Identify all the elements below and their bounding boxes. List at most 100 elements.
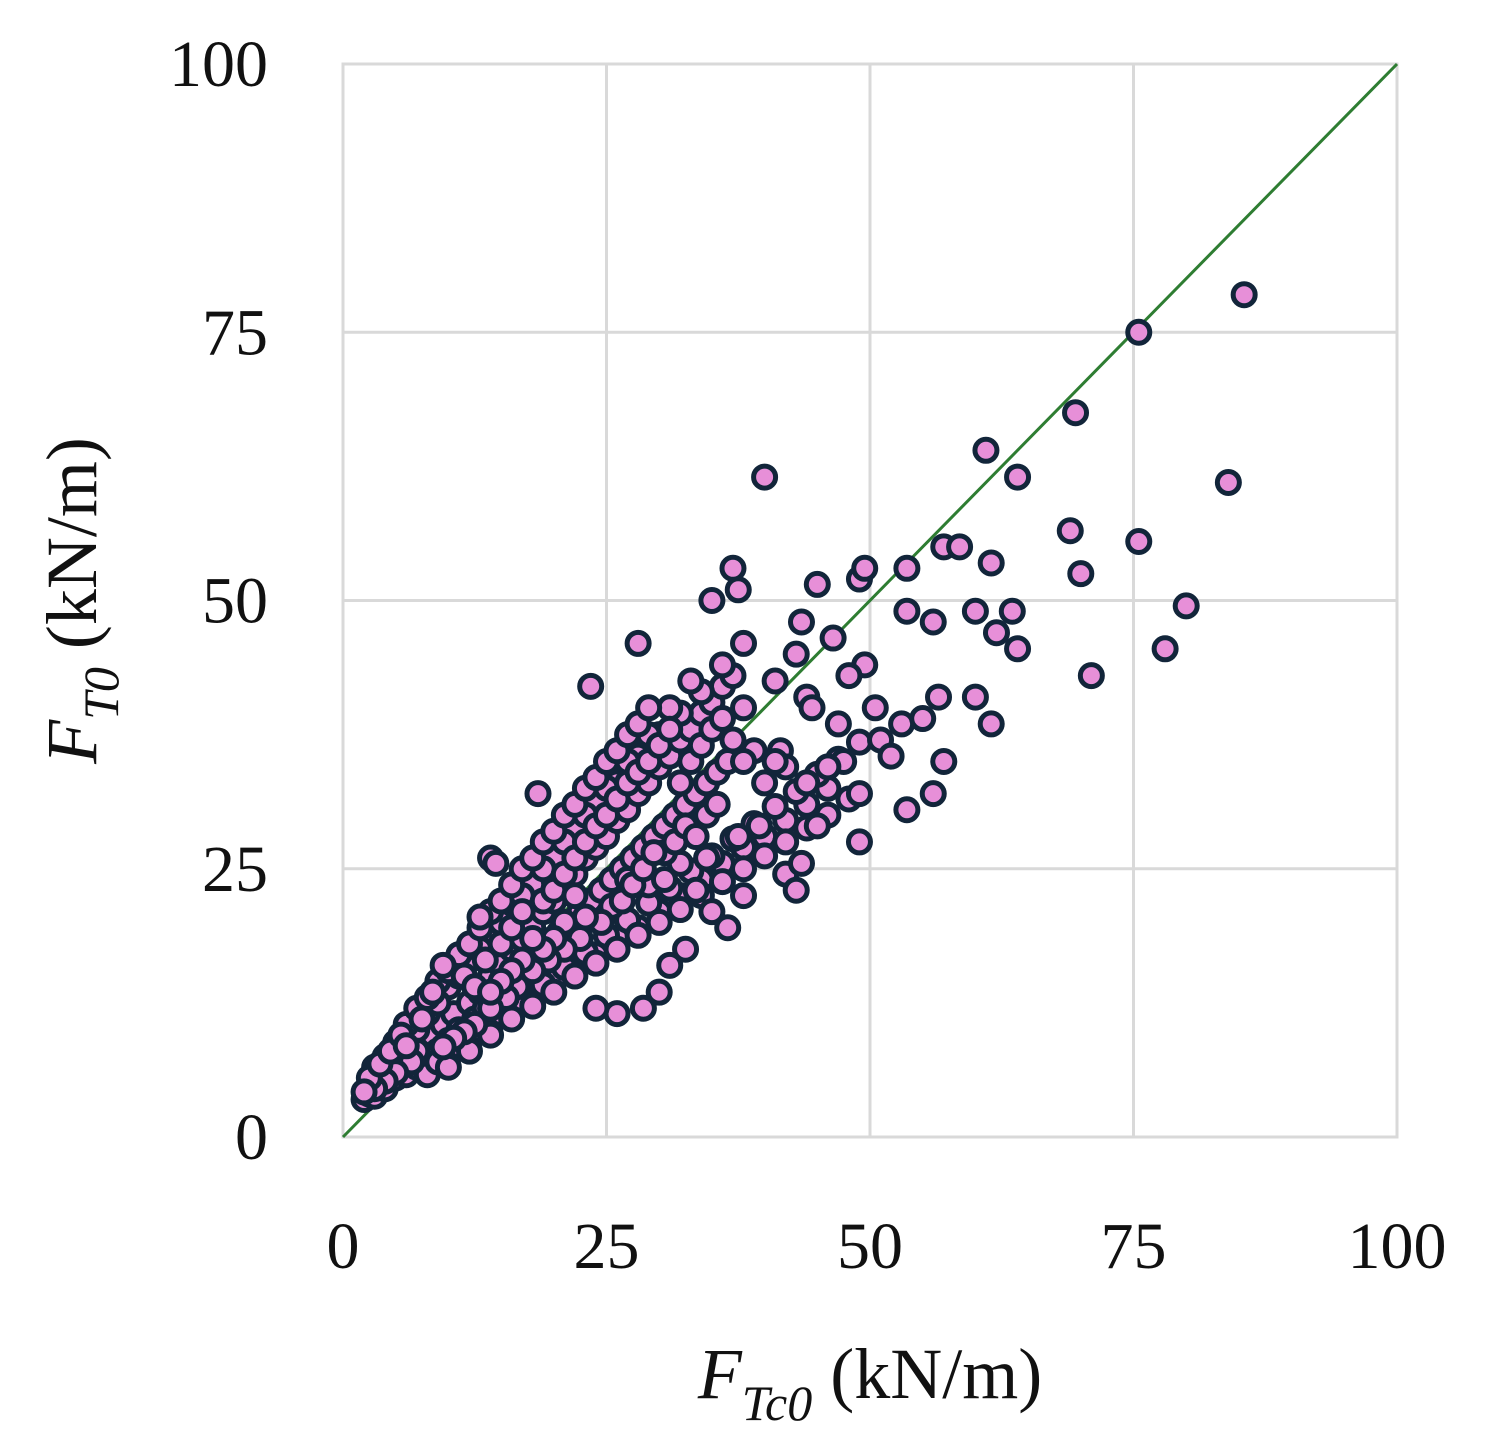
data-point [787, 849, 815, 877]
data-point [845, 728, 873, 756]
data-point [666, 896, 694, 924]
data-point [466, 903, 494, 931]
data-point [498, 1005, 526, 1033]
data-point [645, 908, 673, 936]
data-point [719, 554, 747, 582]
data-point [745, 812, 773, 840]
data-point [582, 949, 610, 977]
data-point [730, 694, 758, 722]
data-point [851, 554, 879, 582]
data-point [972, 436, 1000, 464]
data-point [624, 921, 652, 949]
data-point [429, 951, 457, 979]
y-axis-label-unit: (kN/m) [32, 437, 112, 667]
data-point [751, 769, 779, 797]
data-point [561, 962, 589, 990]
data-point [682, 823, 710, 851]
data-point [708, 868, 736, 896]
data-point [845, 828, 873, 856]
y-axis-label-subscript: T0 [73, 667, 129, 720]
data-point [1214, 468, 1242, 496]
data-point [1056, 517, 1084, 545]
data-point [1125, 527, 1153, 555]
data-point [571, 903, 599, 931]
data-point [861, 694, 889, 722]
data-point [787, 608, 815, 636]
data-point [635, 694, 663, 722]
data-point [1077, 662, 1105, 690]
data-point [577, 672, 605, 700]
x-axis-ticks: 0 25 50 75 100 [327, 1210, 1447, 1283]
data-point [977, 710, 1005, 738]
data-point [482, 849, 510, 877]
data-point [982, 619, 1010, 647]
data-point [603, 935, 631, 963]
data-point [1172, 592, 1200, 620]
data-point [761, 667, 789, 695]
x-tick-label: 75 [1101, 1210, 1167, 1283]
data-point [1004, 635, 1032, 663]
data-point [730, 882, 758, 910]
data-point [524, 780, 552, 808]
data-point [719, 726, 747, 754]
data-point [408, 1005, 436, 1033]
y-tick-label: 25 [202, 833, 268, 906]
x-axis-label-symbol: F [697, 1334, 743, 1414]
data-point [650, 865, 678, 893]
data-point [919, 780, 947, 808]
data-point [751, 842, 779, 870]
data-point [582, 994, 610, 1022]
data-point [708, 651, 736, 679]
data-point [519, 924, 547, 952]
y-axis-label: FT0 (kN/m) [32, 437, 129, 765]
data-point [640, 839, 668, 867]
data-point [919, 608, 947, 636]
data-point [782, 640, 810, 668]
data-point [930, 747, 958, 775]
data-point [624, 629, 652, 657]
data-point [1067, 560, 1095, 588]
data-point [946, 533, 974, 561]
data-point [819, 624, 847, 652]
data-point [419, 978, 447, 1006]
data-point [845, 780, 873, 808]
data-point [730, 629, 758, 657]
data-point [392, 1032, 420, 1060]
y-tick-label: 50 [202, 565, 268, 638]
data-point [893, 554, 921, 582]
data-point [782, 876, 810, 904]
data-point [698, 587, 726, 614]
data-point [477, 978, 505, 1006]
data-point [803, 570, 831, 598]
data-point [714, 914, 742, 942]
data-point [814, 753, 842, 781]
data-point [429, 1033, 457, 1061]
data-point [888, 710, 916, 738]
y-axis-label-symbol: F [32, 719, 112, 765]
data-point [540, 978, 568, 1006]
x-tick-label: 100 [1348, 1210, 1447, 1283]
data-point [793, 769, 821, 797]
data-point [656, 951, 684, 979]
y-tick-label: 75 [202, 296, 268, 369]
data-point [893, 796, 921, 824]
data-point [961, 597, 989, 625]
x-axis-label: FTc0 (kN/m) [697, 1334, 1042, 1431]
data-point [730, 747, 758, 775]
y-tick-label: 0 [235, 1101, 268, 1174]
data-point [877, 742, 905, 770]
data-point [1004, 463, 1032, 491]
data-point [656, 715, 684, 743]
data-point [682, 876, 710, 904]
data-point [561, 882, 589, 910]
data-point [772, 828, 800, 856]
data-point [761, 747, 789, 775]
data-points [350, 281, 1258, 1113]
data-point [698, 898, 726, 926]
x-axis-label-unit: (kN/m) [812, 1334, 1042, 1414]
data-point [693, 844, 721, 872]
data-point [730, 855, 758, 883]
data-point [1230, 281, 1258, 309]
data-point [803, 812, 831, 840]
data-point [977, 549, 1005, 577]
